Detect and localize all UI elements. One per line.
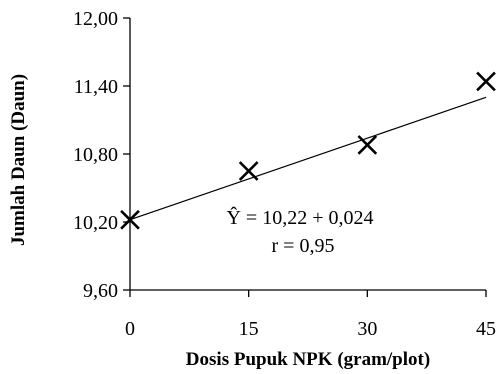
y-tick-label: 10,80	[73, 144, 118, 166]
data-point-marker	[357, 135, 378, 155]
y-tick-label: 12,00	[73, 8, 118, 30]
data-point-marker	[238, 161, 259, 181]
x-tick-label: 15	[239, 318, 259, 340]
regression-equation-annotation: Ŷ = 10,22 + 0,024	[226, 206, 373, 229]
y-tick-label: 9,60	[83, 280, 118, 302]
x-ticks-group: 0 15 30 45	[125, 290, 496, 340]
y-ticks-group: 9,60 10,20 10,80 11,40 12,00	[73, 8, 130, 302]
correlation-annotation: r = 0,95	[272, 235, 335, 257]
x-axis-label: Dosis Pupuk NPK (gram/plot)	[186, 349, 430, 370]
y-axis-label: Jumlah Daun (Daun)	[8, 74, 29, 246]
regression-line	[129, 96, 487, 221]
x-tick-label: 30	[357, 318, 377, 340]
y-tick-label: 11,40	[74, 76, 118, 98]
y-tick-label: 10,20	[73, 212, 118, 234]
x-tick-label: 0	[125, 318, 135, 340]
x-tick-label: 45	[476, 318, 496, 340]
data-point-marker	[120, 209, 140, 230]
data-points-group	[120, 71, 496, 230]
data-point-marker	[476, 71, 496, 92]
